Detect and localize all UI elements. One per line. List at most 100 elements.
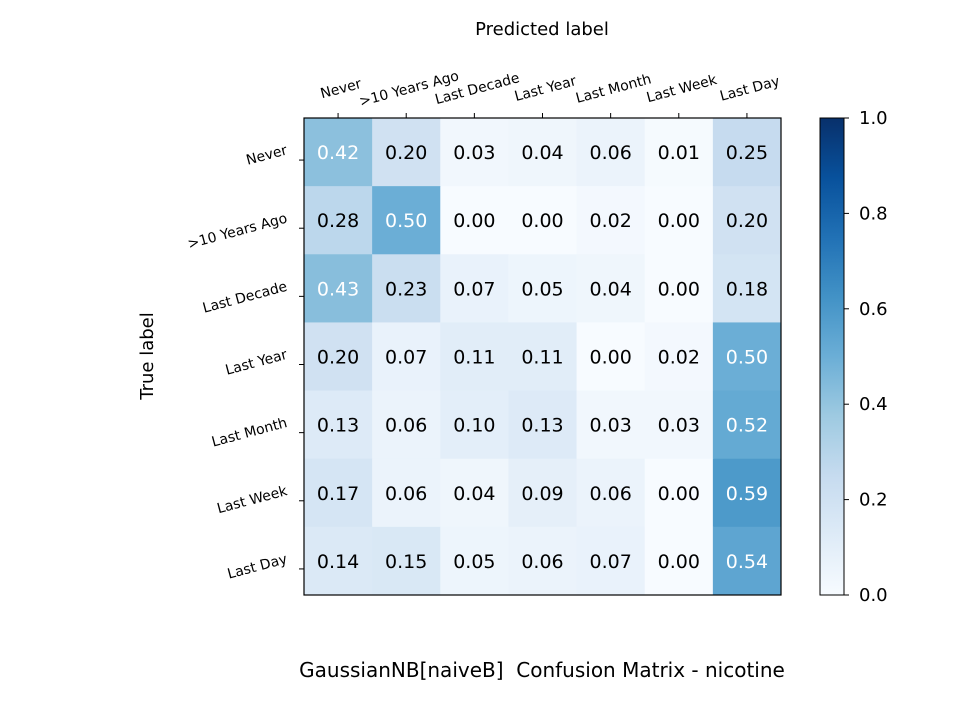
x-axis-title: Predicted label xyxy=(475,19,609,40)
cell-value-label: 0.50 xyxy=(385,210,427,232)
y-tick-label: Last Year xyxy=(224,347,289,379)
heatmap-cell xyxy=(440,322,509,392)
heatmap-cell xyxy=(644,458,714,528)
cell-value-label: 0.14 xyxy=(317,551,359,573)
y-tick-label: Last Week xyxy=(215,483,290,517)
cell-value-label: 0.00 xyxy=(589,347,631,369)
heatmap-cell xyxy=(508,526,578,596)
heatmap-cell xyxy=(712,254,782,323)
cell-value-label: 0.00 xyxy=(658,551,700,573)
heatmap-cells xyxy=(304,118,782,596)
heatmap-cell xyxy=(644,118,714,187)
y-tick-label: Never xyxy=(245,142,290,168)
colorbar-tick-label: 1.0 xyxy=(859,108,888,129)
cell-value-label: 0.18 xyxy=(726,278,768,300)
cell-value-label: 0.09 xyxy=(521,483,563,505)
cell-value-label: 0.52 xyxy=(726,415,768,437)
heatmap-cell xyxy=(576,390,646,460)
heatmap-cell xyxy=(440,390,509,460)
cell-value-label: 0.02 xyxy=(658,347,700,369)
cell-value-label: 0.04 xyxy=(589,278,631,300)
cell-value-label: 0.00 xyxy=(658,278,700,300)
heatmap-cell xyxy=(440,458,509,528)
cell-value-label: 0.07 xyxy=(385,347,427,369)
y-axis-title: True label xyxy=(137,312,158,401)
cell-value-label: 0.03 xyxy=(589,415,631,437)
heatmap-cell xyxy=(372,322,441,392)
cell-value-label: 0.06 xyxy=(589,142,631,164)
y-tick-label: Last Decade xyxy=(201,279,289,317)
heatmap-cell xyxy=(304,186,373,255)
heatmap-cell xyxy=(576,118,646,187)
y-tick-label: >10 Years Ago xyxy=(186,211,289,253)
heatmap-cell xyxy=(712,322,782,392)
colorbar-tick-label: 0.2 xyxy=(859,490,888,511)
heatmap-cell xyxy=(508,458,578,528)
heatmap-cell xyxy=(644,322,714,392)
cell-value-label: 0.59 xyxy=(726,483,768,505)
cell-value-label: 0.13 xyxy=(317,415,359,437)
heatmap-cell xyxy=(372,118,441,187)
cell-value-label: 0.43 xyxy=(317,278,359,300)
heatmap-cell xyxy=(508,322,578,392)
heatmap-cell xyxy=(304,526,373,596)
heatmap-cell xyxy=(304,458,373,528)
heatmap-cell xyxy=(644,390,714,460)
cell-value-label: 0.03 xyxy=(658,415,700,437)
heatmap-cell xyxy=(372,458,441,528)
cell-value-label: 0.20 xyxy=(385,142,427,164)
cell-value-label: 0.20 xyxy=(726,210,768,232)
cell-value-label: 0.25 xyxy=(726,142,768,164)
cell-value-label: 0.06 xyxy=(385,483,427,505)
cell-value-label: 0.02 xyxy=(589,210,631,232)
cell-value-label: 0.54 xyxy=(726,551,768,573)
heatmap-cell xyxy=(372,526,441,596)
heatmap-cell xyxy=(304,254,373,323)
x-tick-label: Last Day xyxy=(718,73,781,104)
heatmap-cell xyxy=(440,118,509,187)
cell-value-label: 0.01 xyxy=(658,142,700,164)
cell-value-label: 0.05 xyxy=(521,278,563,300)
heatmap-cell xyxy=(712,458,782,528)
heatmap-cell xyxy=(372,186,441,255)
colorbar-tick-label: 0.0 xyxy=(859,585,888,606)
cell-value-label: 0.07 xyxy=(589,551,631,573)
colorbar xyxy=(819,117,845,596)
heatmap-cell xyxy=(508,118,578,187)
heatmap-cell xyxy=(304,322,373,392)
heatmap-cell xyxy=(508,390,578,460)
cell-value-label: 0.50 xyxy=(726,347,768,369)
heatmap-cell xyxy=(576,526,646,596)
y-tick-label: Last Month xyxy=(210,415,289,451)
y-tick-label: Last Day xyxy=(226,551,289,582)
heatmap-cell xyxy=(644,526,714,596)
heatmap-cell xyxy=(304,118,373,187)
heatmap-cell xyxy=(372,254,441,323)
cell-value-label: 0.00 xyxy=(658,483,700,505)
cell-value-label: 0.04 xyxy=(521,142,563,164)
cell-value-label: 0.00 xyxy=(453,210,495,232)
cell-value-label: 0.00 xyxy=(658,210,700,232)
colorbar-tick-label: 0.4 xyxy=(859,394,888,415)
cell-value-label: 0.28 xyxy=(317,210,359,232)
cell-value-label: 0.06 xyxy=(589,483,631,505)
heatmap-cell xyxy=(508,186,578,255)
colorbar-tick-label: 0.8 xyxy=(859,203,888,224)
heatmap-cell xyxy=(440,254,509,323)
colorbar-tick-label: 0.6 xyxy=(859,299,888,320)
x-tick-label: Last Year xyxy=(513,73,578,105)
heatmap-cell xyxy=(712,390,782,460)
heatmap-cell xyxy=(712,118,782,187)
y-axis-ticks: Never >10 Years Ago Last Decade Last Year La… xyxy=(186,142,304,583)
cell-value-label: 0.23 xyxy=(385,278,427,300)
cell-value-label: 0.00 xyxy=(521,210,563,232)
cell-value-label: 0.11 xyxy=(453,347,495,369)
heatmap-cell xyxy=(440,526,509,596)
cell-value-label: 0.10 xyxy=(453,415,495,437)
cell-value-label: 0.07 xyxy=(453,278,495,300)
cell-value-label: 0.20 xyxy=(317,347,359,369)
heatmap-cell xyxy=(372,390,441,460)
cell-value-label: 0.06 xyxy=(521,551,563,573)
